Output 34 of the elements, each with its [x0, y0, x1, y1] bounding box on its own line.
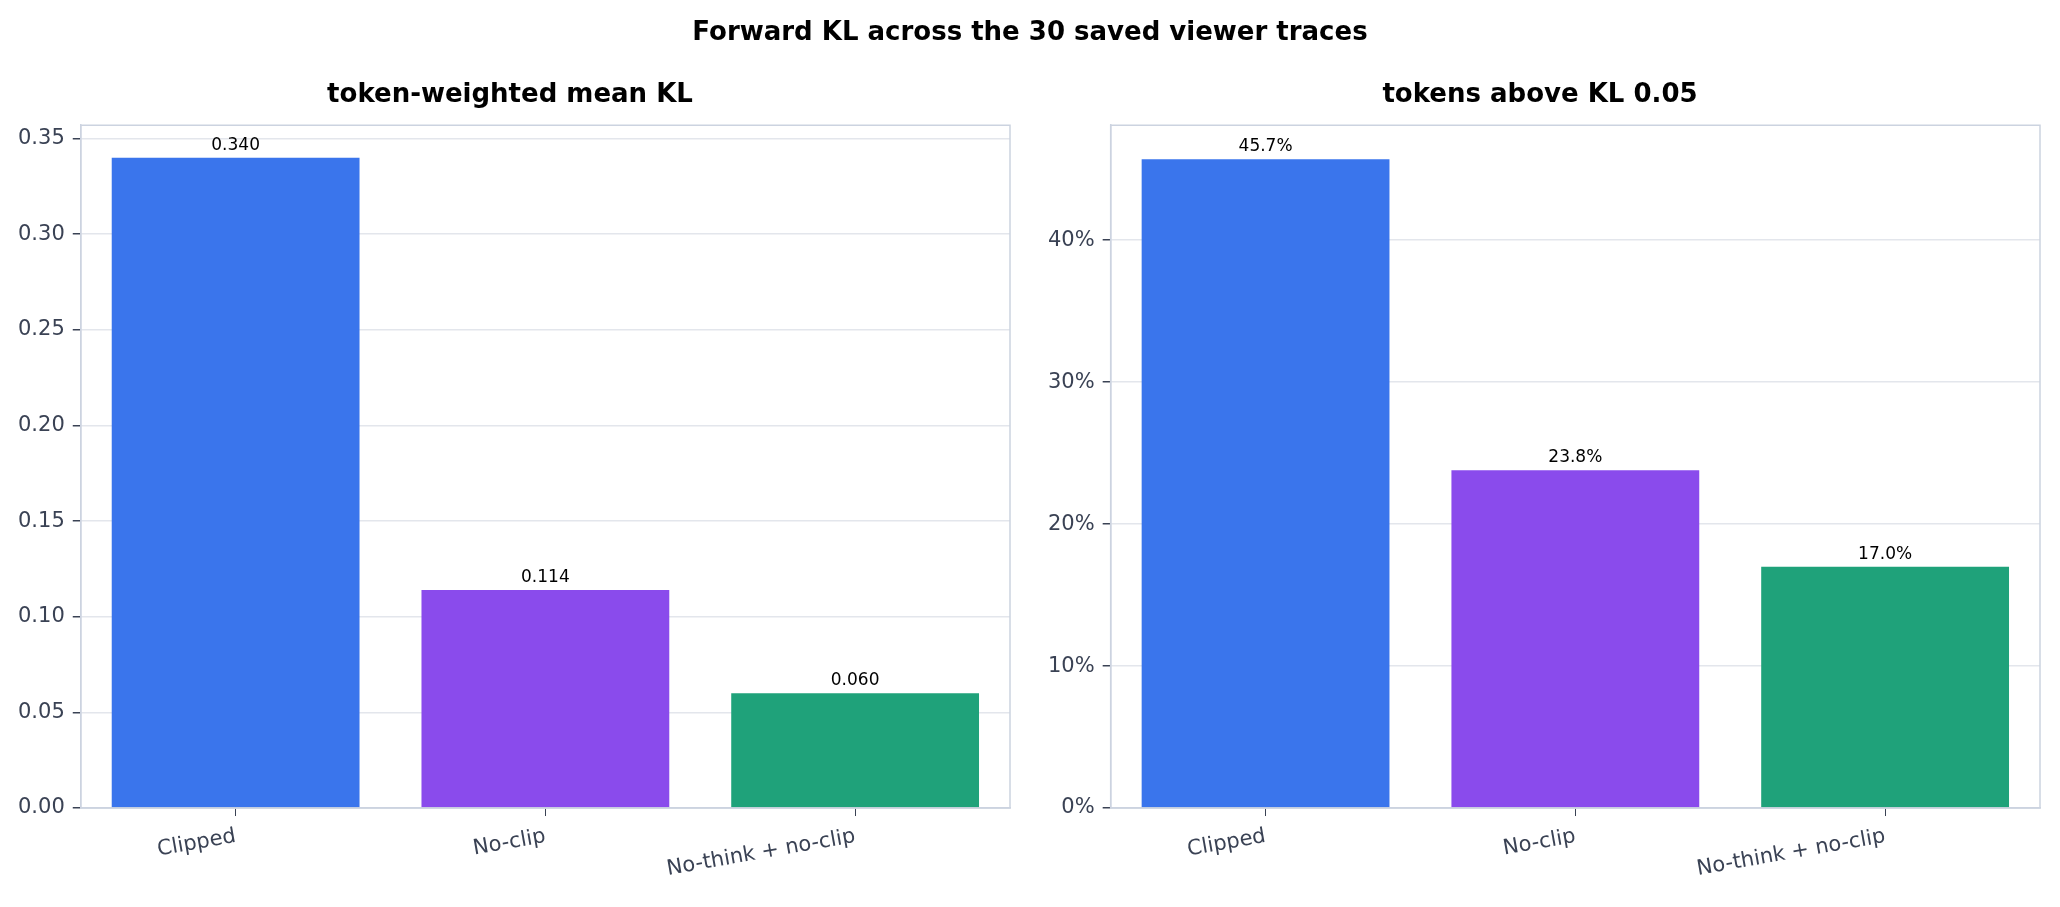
x-tick-label: No-clip — [1501, 823, 1578, 860]
bar — [421, 589, 670, 808]
data-label: 0.114 — [521, 565, 570, 586]
x-tick-label: No-clip — [471, 823, 548, 860]
y-tick-label: 30% — [1047, 368, 1095, 393]
data-label: 45.7% — [1238, 135, 1293, 156]
y-tick-label: 0.20 — [17, 411, 65, 436]
data-label: 0.060 — [830, 669, 880, 690]
bar — [1761, 566, 2010, 808]
x-tick-label: Clipped — [1185, 823, 1268, 861]
y-tick-label: 0.25 — [17, 316, 65, 341]
bar — [1141, 159, 1390, 808]
y-tick-label: 0.10 — [17, 603, 65, 628]
text: Forward KL across the 30 saved viewer traces — [691, 16, 1369, 46]
y-tick-label: 40% — [1047, 226, 1095, 251]
x-tick-label: No-think + no-clip — [1694, 823, 1887, 880]
chart-title: tokens above KL 0.05 — [1382, 78, 1698, 109]
y-tick-label: 0% — [1061, 794, 1095, 819]
bar — [1451, 470, 1700, 808]
chart-title: token-weighted mean KL — [327, 78, 693, 109]
data-label: 17.0% — [1858, 542, 1913, 563]
y-tick-label: 0.15 — [17, 507, 65, 532]
y-tick-label: 20% — [1047, 510, 1095, 535]
y-tick-label: 10% — [1047, 652, 1095, 677]
y-tick-label: 0.05 — [17, 698, 65, 723]
bar — [111, 157, 360, 808]
data-label: 23.8% — [1548, 446, 1603, 467]
data-label: 0.340 — [211, 133, 260, 154]
bar — [731, 693, 980, 808]
y-tick-label: 0.35 — [17, 125, 65, 150]
x-tick-label: Clipped — [155, 823, 238, 861]
x-tick-label: No-think + no-clip — [664, 823, 857, 880]
y-tick-label: 0.30 — [17, 220, 65, 245]
y-tick-label: 0.00 — [17, 794, 65, 819]
